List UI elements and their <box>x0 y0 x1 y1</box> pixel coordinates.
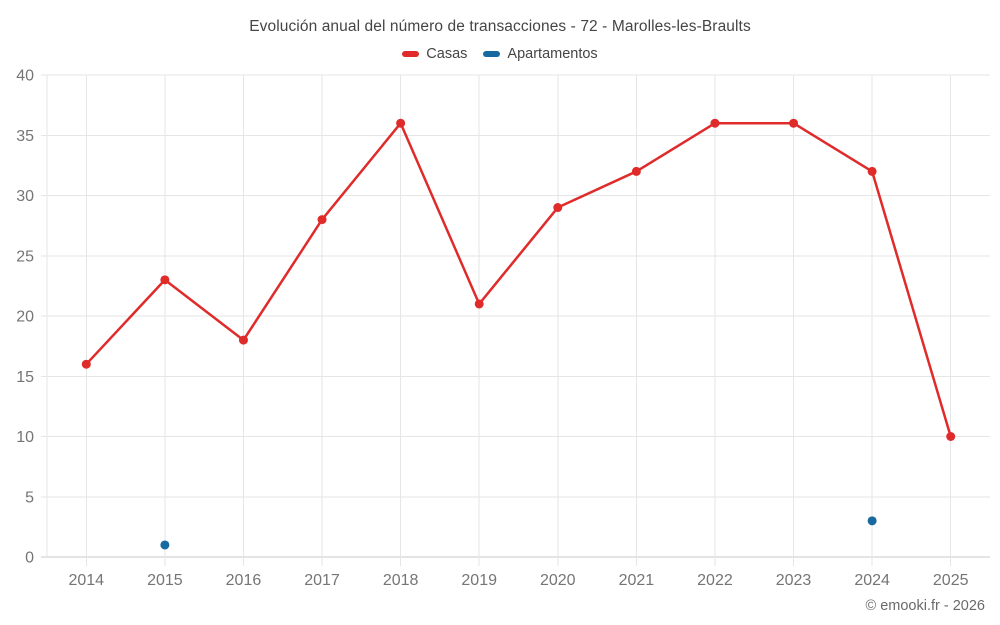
legend-label-apartamentos: Apartamentos <box>507 46 598 62</box>
legend-item-casas[interactable]: Casas <box>402 46 467 62</box>
legend-item-apartamentos[interactable]: Apartamentos <box>483 46 598 62</box>
svg-text:2015: 2015 <box>147 572 183 589</box>
chart-title: Evolución anual del número de transaccio… <box>249 18 751 35</box>
svg-text:2025: 2025 <box>933 572 969 589</box>
svg-text:2014: 2014 <box>68 572 104 589</box>
svg-text:2022: 2022 <box>697 572 733 589</box>
svg-text:25: 25 <box>16 248 34 265</box>
svg-text:2020: 2020 <box>540 572 576 589</box>
svg-text:0: 0 <box>25 550 34 567</box>
svg-text:40: 40 <box>16 68 34 85</box>
svg-text:2019: 2019 <box>461 572 497 589</box>
svg-text:2021: 2021 <box>619 572 655 589</box>
svg-text:35: 35 <box>16 128 34 145</box>
legend: Casas Apartamentos <box>0 46 1000 62</box>
svg-text:2024: 2024 <box>854 572 890 589</box>
svg-text:5: 5 <box>25 489 34 506</box>
copyright-attribution: © emooki.fr - 2026 <box>865 598 985 614</box>
svg-text:20: 20 <box>16 309 34 326</box>
casas-series-swatch-icon <box>402 51 420 57</box>
svg-text:2016: 2016 <box>226 572 262 589</box>
svg-text:2018: 2018 <box>383 572 419 589</box>
legend-label-casas: Casas <box>426 46 468 62</box>
apartamentos-series-swatch-icon <box>483 51 501 57</box>
svg-text:10: 10 <box>16 429 34 446</box>
svg-text:2017: 2017 <box>304 572 340 589</box>
svg-text:2023: 2023 <box>776 572 812 589</box>
svg-text:30: 30 <box>16 188 34 205</box>
svg-text:15: 15 <box>16 369 34 386</box>
